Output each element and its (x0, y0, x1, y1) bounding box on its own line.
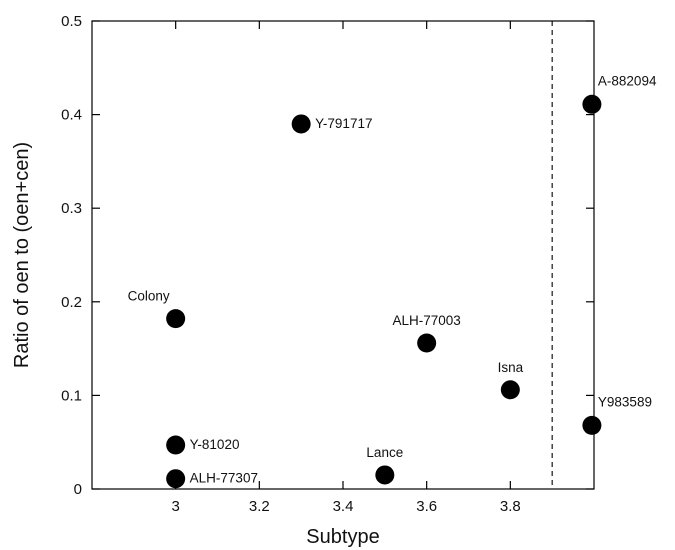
y-tick-label: 0.1 (61, 387, 82, 404)
data-points: Y-791717 Colony ALH-77003 Isna Y-81020 ALH-77… (128, 73, 657, 489)
data-point (166, 309, 186, 329)
x-tick-label: 3.8 (500, 498, 521, 515)
point-label: ALH-77307 (190, 471, 258, 486)
data-point (582, 415, 602, 435)
x-axis-title: Subtype (306, 526, 379, 548)
data-point (166, 435, 186, 455)
plot-frame (91, 20, 595, 490)
point-label: A-882094 (598, 73, 657, 88)
point-label: Y983589 (598, 394, 652, 409)
data-point (166, 469, 186, 489)
x-tick-label: 3.4 (333, 498, 354, 515)
data-point (375, 465, 395, 485)
x-tick-label: 3.2 (249, 498, 270, 515)
data-point (582, 94, 602, 114)
y-tick-label: 0.3 (61, 200, 82, 217)
x-axis-ticks: 3 3.2 3.4 3.6 3.8 (171, 21, 521, 515)
data-point (500, 380, 520, 400)
point-label: Y-81020 (190, 437, 240, 452)
point-label: ALH-77003 (393, 313, 461, 328)
x-tick-label: 3.6 (416, 498, 437, 515)
point-label: Colony (128, 289, 170, 304)
y-tick-label: 0.4 (61, 107, 82, 124)
y-axis-ticks: 0 0.1 0.2 0.3 0.4 0.5 (61, 13, 594, 498)
data-point (417, 333, 437, 353)
y-tick-label: 0.2 (61, 294, 82, 311)
y-tick-label: 0 (74, 481, 82, 498)
y-axis-title: Ratio of oen to (oen+cen) (11, 142, 33, 368)
point-label: Isna (498, 360, 524, 375)
point-label: Lance (366, 445, 403, 460)
point-label: Y-791717 (315, 116, 372, 131)
x-tick-label: 3 (171, 498, 179, 515)
data-point (291, 114, 311, 134)
y-tick-label: 0.5 (61, 13, 82, 30)
